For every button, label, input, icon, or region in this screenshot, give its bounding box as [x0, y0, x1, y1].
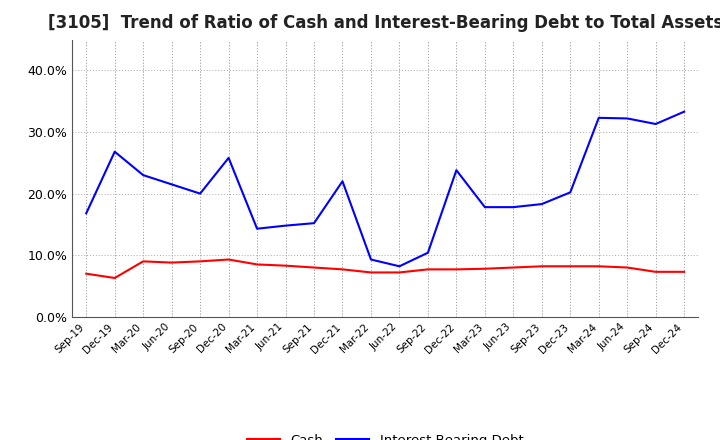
Cash	[680, 269, 688, 275]
Cash	[652, 269, 660, 275]
Cash	[566, 264, 575, 269]
Interest-Bearing Debt	[167, 182, 176, 187]
Interest-Bearing Debt	[338, 179, 347, 184]
Legend: Cash, Interest-Bearing Debt: Cash, Interest-Bearing Debt	[241, 429, 529, 440]
Interest-Bearing Debt	[509, 205, 518, 210]
Interest-Bearing Debt	[395, 264, 404, 269]
Cash	[480, 266, 489, 271]
Interest-Bearing Debt	[110, 149, 119, 154]
Cash	[537, 264, 546, 269]
Interest-Bearing Debt	[595, 115, 603, 121]
Cash	[509, 265, 518, 270]
Interest-Bearing Debt	[480, 205, 489, 210]
Cash	[395, 270, 404, 275]
Cash	[82, 271, 91, 276]
Interest-Bearing Debt	[310, 220, 318, 226]
Cash	[282, 263, 290, 268]
Interest-Bearing Debt	[196, 191, 204, 196]
Interest-Bearing Debt	[623, 116, 631, 121]
Cash	[338, 267, 347, 272]
Line: Interest-Bearing Debt: Interest-Bearing Debt	[86, 112, 684, 266]
Interest-Bearing Debt	[537, 202, 546, 207]
Cash	[167, 260, 176, 265]
Interest-Bearing Debt	[566, 190, 575, 195]
Line: Cash: Cash	[86, 260, 684, 278]
Interest-Bearing Debt	[253, 226, 261, 231]
Interest-Bearing Debt	[680, 109, 688, 114]
Cash	[366, 270, 375, 275]
Interest-Bearing Debt	[225, 155, 233, 161]
Title: [3105]  Trend of Ratio of Cash and Interest-Bearing Debt to Total Assets: [3105] Trend of Ratio of Cash and Intere…	[48, 15, 720, 33]
Cash	[423, 267, 432, 272]
Cash	[225, 257, 233, 262]
Interest-Bearing Debt	[423, 250, 432, 255]
Interest-Bearing Debt	[139, 172, 148, 178]
Cash	[196, 259, 204, 264]
Cash	[310, 265, 318, 270]
Interest-Bearing Debt	[366, 257, 375, 262]
Cash	[452, 267, 461, 272]
Cash	[595, 264, 603, 269]
Cash	[623, 265, 631, 270]
Interest-Bearing Debt	[652, 121, 660, 127]
Cash	[110, 275, 119, 281]
Interest-Bearing Debt	[452, 168, 461, 173]
Interest-Bearing Debt	[82, 211, 91, 216]
Cash	[253, 262, 261, 267]
Cash	[139, 259, 148, 264]
Interest-Bearing Debt	[282, 223, 290, 228]
